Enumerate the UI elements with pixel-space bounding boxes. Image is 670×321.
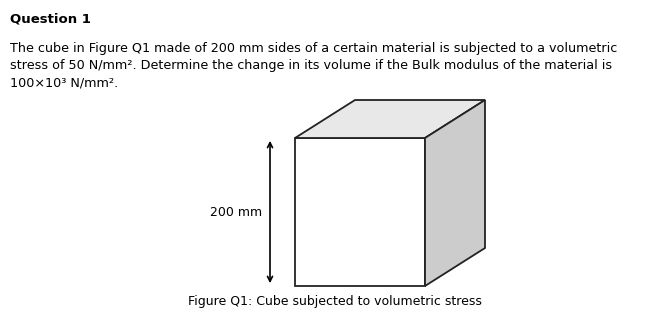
Text: 100×10³ N/mm².: 100×10³ N/mm². — [10, 76, 118, 89]
Text: The cube in Figure Q1 made of 200 mm sides of a certain material is subjected to: The cube in Figure Q1 made of 200 mm sid… — [10, 42, 617, 55]
Text: Figure Q1: Cube subjected to volumetric stress: Figure Q1: Cube subjected to volumetric … — [188, 295, 482, 308]
Polygon shape — [295, 100, 485, 138]
Text: 200 mm: 200 mm — [210, 205, 262, 219]
Text: Question 1: Question 1 — [10, 12, 91, 25]
Text: stress of 50 N/mm². Determine the change in its volume if the Bulk modulus of th: stress of 50 N/mm². Determine the change… — [10, 59, 612, 72]
Polygon shape — [295, 138, 425, 286]
Polygon shape — [425, 100, 485, 286]
